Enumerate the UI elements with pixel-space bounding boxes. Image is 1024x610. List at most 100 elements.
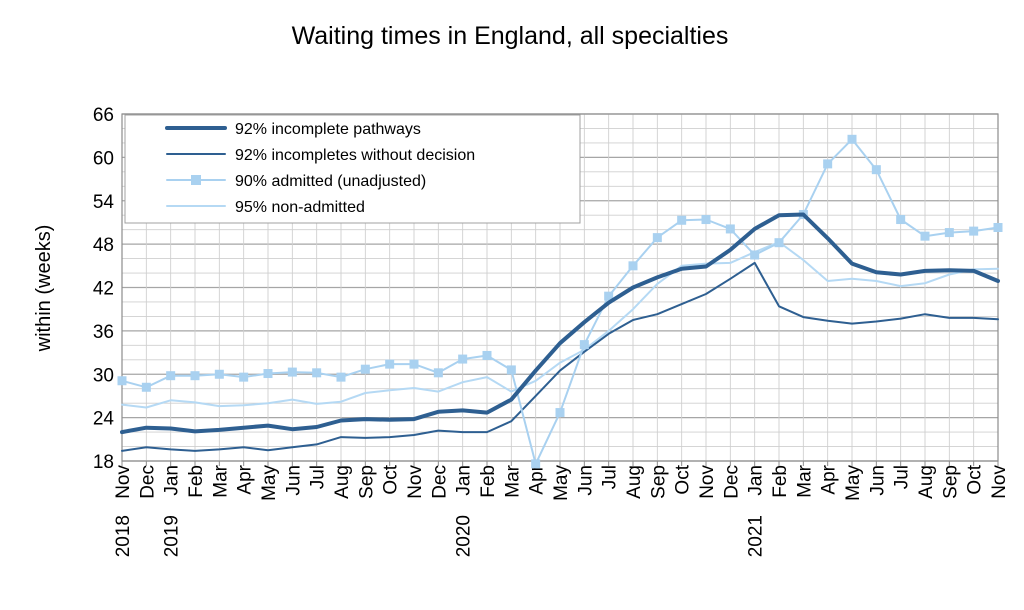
x-tick-label: Mar bbox=[794, 464, 815, 497]
data-point bbox=[458, 354, 468, 364]
x-year-label: 2020 bbox=[454, 515, 475, 557]
x-tick-label: Jun bbox=[867, 465, 888, 496]
x-tick-label: Jul bbox=[600, 465, 621, 489]
data-point bbox=[774, 238, 784, 248]
data-point bbox=[312, 368, 322, 378]
x-tick-label: Mar bbox=[502, 464, 523, 497]
x-tick-label: Feb bbox=[186, 465, 207, 498]
x-tick-label: Dec bbox=[721, 465, 742, 499]
legend-label: 90% admitted (unadjusted) bbox=[235, 173, 426, 190]
y-tick-label: 18 bbox=[93, 452, 114, 473]
data-point bbox=[677, 215, 687, 225]
data-point bbox=[993, 222, 1003, 232]
data-point bbox=[823, 159, 833, 169]
chart-title: Waiting times in England, all specialtie… bbox=[292, 22, 729, 50]
data-point bbox=[701, 215, 711, 225]
x-tick-label: Dec bbox=[429, 465, 450, 499]
data-point bbox=[239, 372, 249, 382]
x-year-label: 2018 bbox=[113, 515, 134, 557]
y-axis-ticks: 18 24 30 36 42 48 54 60 66 bbox=[93, 105, 115, 473]
x-tick-label: Jun bbox=[575, 465, 596, 496]
y-tick-label: 48 bbox=[93, 235, 114, 256]
legend-label: 92% incompletes without decision bbox=[235, 147, 475, 164]
legend-marker bbox=[191, 175, 201, 185]
series-line bbox=[120, 212, 1000, 435]
data-point bbox=[969, 226, 979, 236]
data-point bbox=[336, 372, 346, 382]
x-tick-label: Feb bbox=[478, 465, 499, 498]
y-tick-label: 30 bbox=[93, 365, 114, 386]
data-point bbox=[604, 291, 614, 301]
data-point bbox=[531, 459, 541, 469]
data-point bbox=[385, 359, 395, 369]
y-tick-label: 66 bbox=[93, 105, 114, 126]
x-tick-label: Nov bbox=[697, 465, 718, 499]
data-point bbox=[360, 364, 370, 374]
x-tick-label: Feb bbox=[770, 465, 791, 498]
y-tick-label: 24 bbox=[93, 409, 115, 430]
x-tick-label: May bbox=[259, 465, 280, 501]
data-point bbox=[628, 261, 638, 271]
data-point bbox=[896, 215, 906, 225]
series-line bbox=[121, 261, 999, 452]
x-tick-label: Aug bbox=[624, 465, 645, 499]
x-axis-ticks: Nov Dec Jan Feb Mar Apr May Jun Jul Aug Sep Oct Nov D… bbox=[113, 461, 1010, 557]
x-tick-label: Oct bbox=[965, 464, 986, 494]
data-point bbox=[141, 382, 151, 392]
data-point bbox=[117, 376, 127, 386]
x-tick-label: Jan bbox=[454, 465, 475, 496]
data-point bbox=[579, 340, 589, 350]
x-tick-label: Jun bbox=[283, 465, 304, 496]
y-tick-label: 42 bbox=[93, 279, 114, 300]
y-tick-label: 36 bbox=[93, 322, 114, 343]
data-point bbox=[287, 367, 297, 377]
x-tick-label: Jul bbox=[892, 465, 913, 489]
x-tick-label: Jul bbox=[308, 465, 329, 489]
x-tick-label: Sep bbox=[648, 465, 669, 499]
y-tick-label: 54 bbox=[93, 192, 115, 213]
x-tick-label: Nov bbox=[989, 465, 1010, 499]
data-point bbox=[750, 250, 760, 260]
data-point bbox=[214, 369, 224, 379]
legend: 92% incomplete pathways 92% incompletes w… bbox=[124, 114, 581, 224]
data-point bbox=[166, 371, 176, 381]
data-point bbox=[725, 224, 735, 234]
data-point bbox=[433, 368, 443, 378]
x-tick-label: Apr bbox=[527, 464, 548, 494]
y-tick-label: 60 bbox=[93, 148, 114, 169]
data-point bbox=[847, 134, 857, 144]
legend-label: 92% incomplete pathways bbox=[235, 121, 421, 138]
x-tick-label: Aug bbox=[916, 465, 937, 499]
x-tick-label: Apr bbox=[819, 464, 840, 494]
legend-label: 95% non-admitted bbox=[235, 199, 365, 216]
series-layer bbox=[117, 134, 1003, 469]
x-tick-label: Jan bbox=[162, 465, 183, 496]
x-tick-label: May bbox=[843, 465, 864, 501]
x-tick-label: Nov bbox=[113, 465, 134, 499]
data-point bbox=[944, 228, 954, 238]
x-tick-label: May bbox=[551, 465, 572, 501]
x-tick-label: Oct bbox=[673, 464, 694, 494]
x-tick-label: Apr bbox=[235, 464, 256, 494]
x-tick-label: Sep bbox=[356, 465, 377, 499]
data-point bbox=[409, 359, 419, 369]
x-tick-label: Oct bbox=[381, 464, 402, 494]
data-point bbox=[871, 165, 881, 175]
x-tick-label: Aug bbox=[332, 465, 353, 499]
x-tick-label: Mar bbox=[210, 464, 231, 497]
data-point bbox=[263, 369, 273, 379]
x-tick-label: Nov bbox=[405, 465, 426, 499]
x-tick-label: Sep bbox=[940, 465, 961, 499]
y-axis-label: within (weeks) bbox=[33, 225, 55, 353]
data-point bbox=[555, 408, 565, 418]
data-point bbox=[920, 231, 930, 241]
x-tick-label: Jan bbox=[746, 465, 767, 496]
data-point bbox=[652, 233, 662, 243]
series-line bbox=[121, 241, 999, 409]
x-tick-label: Dec bbox=[137, 465, 158, 499]
data-point bbox=[190, 371, 200, 381]
x-year-label: 2021 bbox=[746, 515, 767, 557]
x-year-label: 2019 bbox=[162, 515, 183, 557]
data-point bbox=[506, 365, 516, 375]
